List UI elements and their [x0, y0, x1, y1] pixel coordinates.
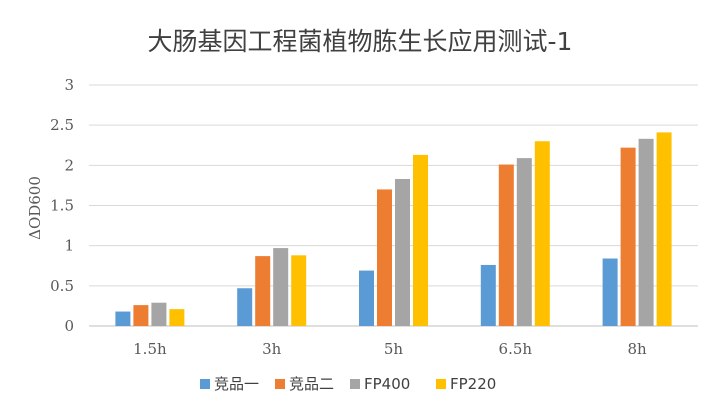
bar-竞品二-1.5h [133, 305, 149, 326]
bar-竞品二-3h [255, 256, 271, 326]
y-tick-label: 2 [64, 156, 74, 174]
bar-竞品一-3h [237, 288, 253, 326]
x-tick-label: 8h [627, 340, 647, 358]
bar-竞品二-5h [377, 189, 392, 326]
y-tick-labels: 0 0.5 1 1.5 2 2.5 3 [50, 76, 74, 335]
x-tick-label: 5h [384, 340, 404, 358]
bar-FP400-8h [638, 138, 654, 326]
chart-title: 大肠基因工程菌植物胨生长应用测试-1 [148, 27, 573, 56]
legend-swatch [275, 379, 285, 389]
y-tick-label: 2.5 [50, 116, 74, 134]
legend-label: 竞品二 [289, 375, 334, 393]
legend-swatch [436, 379, 446, 389]
bars [115, 132, 672, 326]
bar-竞品二-8h [620, 147, 636, 326]
x-tick-label: 6.5h [499, 340, 533, 358]
bar-FP220-6.5h [534, 141, 550, 326]
bar-FP220-3h [291, 255, 307, 326]
bar-FP220-8h [656, 132, 672, 326]
bar-竞品一-6.5h [480, 264, 496, 326]
x-tick-labels: 1.5h 3h 5h 6.5h 8h [133, 340, 647, 358]
bar-竞品一-8h [602, 258, 618, 326]
y-tick-label: 0.5 [50, 277, 74, 295]
bar-竞品二-6.5h [498, 164, 514, 326]
y-tick-label: 1.5 [50, 197, 74, 215]
y-tick-label: 3 [64, 76, 74, 94]
y-tick-label: 1 [64, 237, 74, 255]
legend-swatch [350, 379, 360, 389]
gridlines [89, 84, 698, 327]
legend-label: FP400 [364, 375, 410, 393]
bar-FP220-5h [413, 154, 428, 326]
bar-FP220-1.5h [169, 309, 185, 326]
x-tick-label: 1.5h [133, 340, 167, 358]
legend: 竞品一 竞品二 FP400 FP220 [200, 375, 496, 393]
x-tick-label: 3h [262, 340, 282, 358]
bar-FP400-1.5h [151, 302, 167, 326]
y-tick-label: 0 [64, 317, 74, 335]
bar-竞品一-5h [359, 270, 374, 326]
legend-label: 竞品一 [214, 375, 259, 393]
bar-FP400-5h [395, 178, 410, 326]
bar-竞品一-1.5h [115, 311, 131, 326]
bar-FP400-3h [273, 248, 289, 326]
bar-FP400-6.5h [516, 158, 532, 326]
legend-swatch [200, 379, 210, 389]
legend-label: FP220 [450, 375, 496, 393]
y-axis-label: ΔOD600 [26, 176, 44, 240]
